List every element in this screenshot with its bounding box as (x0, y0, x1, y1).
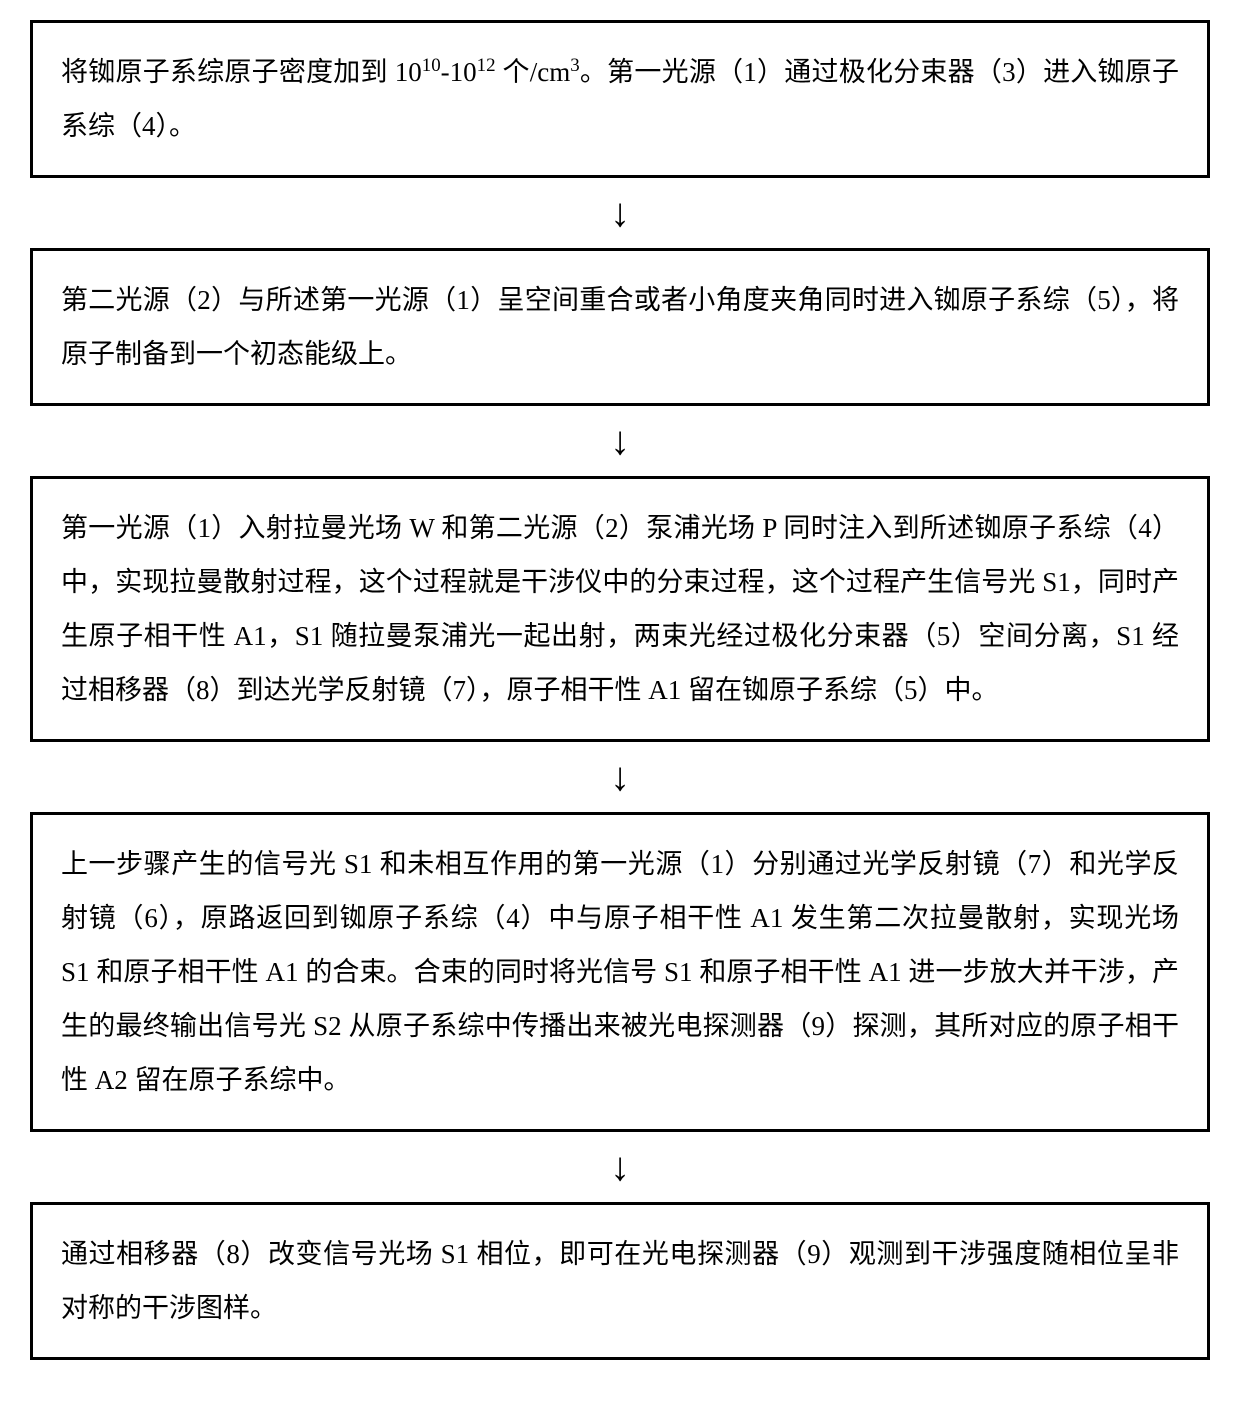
arrow-1: ↓ (20, 178, 1220, 248)
flowchart-step-3: 第一光源（1）入射拉曼光场 W 和第二光源（2）泵浦光场 P 同时注入到所述铷原… (30, 476, 1210, 742)
flowchart-container: 将铷原子系综原子密度加到 1010-1012 个/cm3。第一光源（1）通过极化… (20, 20, 1220, 1360)
down-arrow-icon: ↓ (610, 193, 630, 233)
flowchart-step-5: 通过相移器（8）改变信号光场 S1 相位，即可在光电探测器（9）观测到干涉强度随… (30, 1202, 1210, 1360)
flowchart-step-2: 第二光源（2）与所述第一光源（1）呈空间重合或者小角度夹角同时进入铷原子系综（5… (30, 248, 1210, 406)
arrow-2: ↓ (20, 406, 1220, 476)
arrow-4: ↓ (20, 1132, 1220, 1202)
down-arrow-icon: ↓ (610, 1147, 630, 1187)
arrow-3: ↓ (20, 742, 1220, 812)
down-arrow-icon: ↓ (610, 757, 630, 797)
flowchart-step-4: 上一步骤产生的信号光 S1 和未相互作用的第一光源（1）分别通过光学反射镜（7）… (30, 812, 1210, 1132)
flowchart-step-1: 将铷原子系综原子密度加到 1010-1012 个/cm3。第一光源（1）通过极化… (30, 20, 1210, 178)
down-arrow-icon: ↓ (610, 421, 630, 461)
